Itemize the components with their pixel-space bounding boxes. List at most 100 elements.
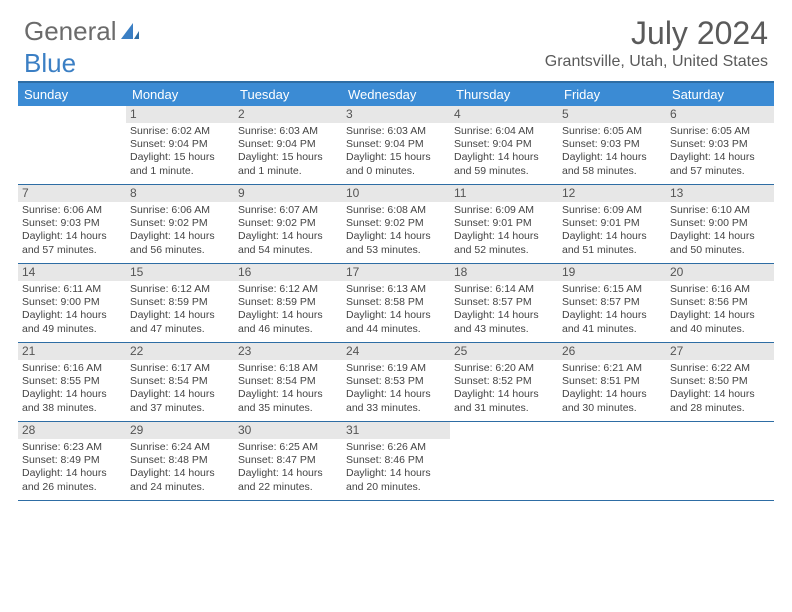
day-cell <box>558 422 666 500</box>
day-number: 21 <box>18 343 126 360</box>
day-detail-line: Sunset: 8:52 PM <box>454 375 554 388</box>
day-detail-line: Sunset: 8:59 PM <box>130 296 230 309</box>
location-text: Grantsville, Utah, United States <box>545 53 768 71</box>
week-row: 21Sunrise: 6:16 AMSunset: 8:55 PMDayligh… <box>18 343 774 422</box>
day-detail-line: Sunset: 9:03 PM <box>562 138 662 151</box>
day-detail-line: and 46 minutes. <box>238 323 338 336</box>
day-number: 28 <box>18 422 126 439</box>
day-detail-line: and 49 minutes. <box>22 323 122 336</box>
day-cell: 13Sunrise: 6:10 AMSunset: 9:00 PMDayligh… <box>666 185 774 263</box>
day-detail-line: Daylight: 15 hours <box>346 151 446 164</box>
day-cell: 27Sunrise: 6:22 AMSunset: 8:50 PMDayligh… <box>666 343 774 421</box>
day-detail-line: and 22 minutes. <box>238 481 338 494</box>
day-cell: 15Sunrise: 6:12 AMSunset: 8:59 PMDayligh… <box>126 264 234 342</box>
day-detail-line: Sunset: 8:58 PM <box>346 296 446 309</box>
day-cell: 4Sunrise: 6:04 AMSunset: 9:04 PMDaylight… <box>450 106 558 184</box>
day-detail-line: and 1 minute. <box>130 165 230 178</box>
calendar-grid: Sunday Monday Tuesday Wednesday Thursday… <box>18 81 774 501</box>
day-detail-line: Daylight: 14 hours <box>346 388 446 401</box>
day-detail-line: Sunrise: 6:26 AM <box>346 441 446 454</box>
weekday-header: Tuesday <box>234 83 342 106</box>
day-detail-line: and 26 minutes. <box>22 481 122 494</box>
day-number: 24 <box>342 343 450 360</box>
day-detail-line: Sunset: 9:01 PM <box>562 217 662 230</box>
day-detail-line: Daylight: 14 hours <box>562 388 662 401</box>
day-cell: 11Sunrise: 6:09 AMSunset: 9:01 PMDayligh… <box>450 185 558 263</box>
day-detail-line: Daylight: 14 hours <box>346 309 446 322</box>
month-title: July 2024 <box>545 16 768 51</box>
day-detail-line: Sunset: 9:04 PM <box>130 138 230 151</box>
day-detail-line: Sunrise: 6:12 AM <box>238 283 338 296</box>
day-number: 1 <box>126 106 234 123</box>
day-detail-line: Sunset: 8:48 PM <box>130 454 230 467</box>
day-number: 16 <box>234 264 342 281</box>
day-number: 26 <box>558 343 666 360</box>
day-cell: 25Sunrise: 6:20 AMSunset: 8:52 PMDayligh… <box>450 343 558 421</box>
day-detail-line: Sunrise: 6:06 AM <box>130 204 230 217</box>
day-detail-line: and 47 minutes. <box>130 323 230 336</box>
day-number: 22 <box>126 343 234 360</box>
day-detail-line: Sunrise: 6:05 AM <box>562 125 662 138</box>
day-detail-line: Sunset: 9:02 PM <box>130 217 230 230</box>
day-cell: 7Sunrise: 6:06 AMSunset: 9:03 PMDaylight… <box>18 185 126 263</box>
day-number: 5 <box>558 106 666 123</box>
day-number: 4 <box>450 106 558 123</box>
day-detail-line: Sunset: 9:00 PM <box>22 296 122 309</box>
day-detail-line: Sunset: 8:56 PM <box>670 296 770 309</box>
day-detail-line: and 37 minutes. <box>130 402 230 415</box>
day-cell <box>666 422 774 500</box>
day-detail-line: Sunrise: 6:25 AM <box>238 441 338 454</box>
day-number: 30 <box>234 422 342 439</box>
weekday-header-row: Sunday Monday Tuesday Wednesday Thursday… <box>18 83 774 106</box>
day-detail-line: and 56 minutes. <box>130 244 230 257</box>
day-number: 23 <box>234 343 342 360</box>
day-detail-line: Sunrise: 6:11 AM <box>22 283 122 296</box>
day-detail-line: Daylight: 15 hours <box>130 151 230 164</box>
day-detail-line: Sunrise: 6:05 AM <box>670 125 770 138</box>
day-detail-line: Sunrise: 6:09 AM <box>562 204 662 217</box>
day-detail-line: Sunset: 8:46 PM <box>346 454 446 467</box>
day-detail-line: Sunrise: 6:18 AM <box>238 362 338 375</box>
week-row: 14 Sunrise: 6:11 AMSunset: 9:00 PM Dayligh… <box>18 264 774 343</box>
day-detail-line: Sunrise: 6:13 AM <box>346 283 446 296</box>
day-detail-line: Sunrise: 6:21 AM <box>562 362 662 375</box>
day-detail-line: and 44 minutes. <box>346 323 446 336</box>
day-number: 11 <box>450 185 558 202</box>
title-block: July 2024 Grantsville, Utah, United Stat… <box>545 16 768 71</box>
day-detail-line: Sunrise: 6:16 AM <box>670 283 770 296</box>
day-detail-line: and 59 minutes. <box>454 165 554 178</box>
day-cell: 31Sunrise: 6:26 AMSunset: 8:46 PMDayligh… <box>342 422 450 500</box>
day-detail-line: Sunset: 8:50 PM <box>670 375 770 388</box>
day-cell: 18Sunrise: 6:14 AMSunset: 8:57 PMDayligh… <box>450 264 558 342</box>
day-detail-line: and 24 minutes. <box>130 481 230 494</box>
weekday-header: Sunday <box>18 83 126 106</box>
day-detail-line: and 52 minutes. <box>454 244 554 257</box>
day-detail-line: and 50 minutes. <box>670 244 770 257</box>
day-number: 14 <box>18 264 126 281</box>
week-row: 7Sunrise: 6:06 AMSunset: 9:03 PMDaylight… <box>18 185 774 264</box>
day-number: 20 <box>666 264 774 281</box>
day-detail-line: Sunset: 9:04 PM <box>346 138 446 151</box>
day-number: 15 <box>126 264 234 281</box>
day-detail-line: Sunrise: 6:10 AM <box>670 204 770 217</box>
day-detail-line: Sunrise: 6:09 AM <box>454 204 554 217</box>
day-detail-line: Sunrise: 6:08 AM <box>346 204 446 217</box>
day-detail-line: and 40 minutes. <box>670 323 770 336</box>
day-detail-line: Sunrise: 6:14 AM <box>454 283 554 296</box>
day-detail-line: and 51 minutes. <box>562 244 662 257</box>
day-detail-line: Sunset: 8:57 PM <box>562 296 662 309</box>
day-detail-line: Daylight: 14 hours <box>562 309 662 322</box>
day-cell: 28Sunrise: 6:23 AMSunset: 8:49 PMDayligh… <box>18 422 126 500</box>
day-detail-line: Daylight: 14 hours <box>238 388 338 401</box>
day-cell: 16Sunrise: 6:12 AMSunset: 8:59 PMDayligh… <box>234 264 342 342</box>
day-number: 12 <box>558 185 666 202</box>
day-detail-line: Sunset: 9:04 PM <box>454 138 554 151</box>
day-cell: 22Sunrise: 6:17 AMSunset: 8:54 PMDayligh… <box>126 343 234 421</box>
brand-main: General <box>24 16 117 47</box>
day-number: 29 <box>126 422 234 439</box>
week-row: 1Sunrise: 6:02 AMSunset: 9:04 PMDaylight… <box>18 106 774 185</box>
day-detail-line: and 43 minutes. <box>454 323 554 336</box>
day-detail-line: Daylight: 15 hours <box>238 151 338 164</box>
day-cell: 26Sunrise: 6:21 AMSunset: 8:51 PMDayligh… <box>558 343 666 421</box>
day-detail-line: Daylight: 14 hours <box>346 230 446 243</box>
